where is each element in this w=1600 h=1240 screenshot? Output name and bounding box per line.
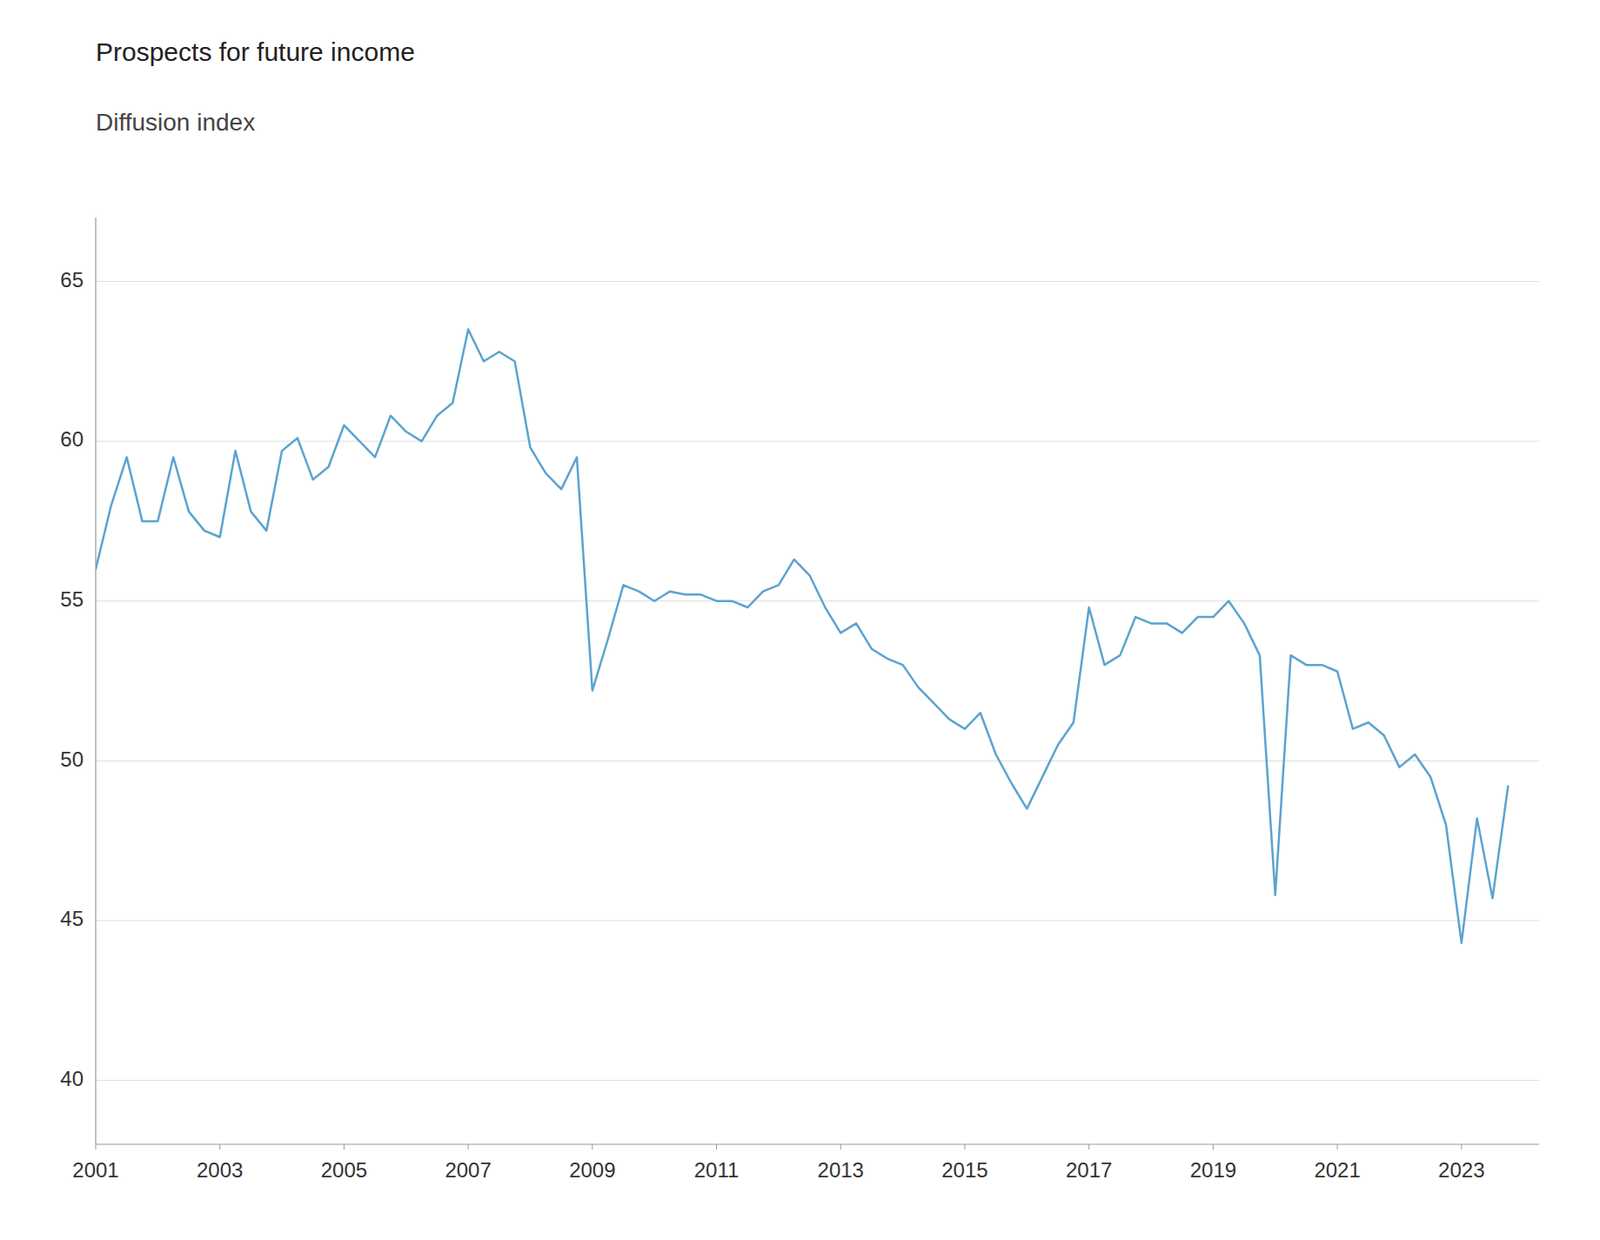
page: {"chart_data": {"type": "line", "title":… [0,0,1600,1240]
x-tick [591,1144,593,1150]
x-tick [219,1144,221,1150]
x-tick-label: 2019 [1190,1158,1237,1182]
x-tick-label: 2003 [196,1158,243,1182]
x-tick [1212,1144,1214,1150]
x-tick [716,1144,717,1150]
line [95,329,1508,944]
grid [95,281,1540,1080]
grid-line [95,919,1540,921]
grid-line [95,1079,1540,1081]
series [95,329,1508,944]
x-tick-label: 2015 [941,1158,988,1182]
x-tick-label: 2021 [1313,1158,1360,1182]
grid-line [95,281,1540,282]
x-tick [1460,1144,1462,1150]
chart: Prospects for future income Diffusion ind… [0,0,1600,1240]
grid-line [95,600,1540,602]
x-tick-label: 2007 [444,1158,491,1182]
y-tick-label: 55 [60,587,84,611]
x-axis-line [95,1143,1540,1145]
x-tick [1337,1144,1339,1150]
x-tick [1088,1144,1090,1150]
y-tick-label: 40 [60,1066,84,1091]
y-tick-label: 50 [60,747,84,771]
x-tick [95,1144,97,1150]
title: Prospects for future income [95,37,416,67]
x-tick [468,1144,469,1150]
subtitle: Diffusion index [95,108,255,136]
x-tick [343,1144,345,1150]
x-tick-label: 2011 [694,1158,740,1182]
x-tick-label: 2009 [569,1158,616,1182]
x-tick [964,1144,965,1150]
x-tick-label: 2017 [1065,1158,1112,1182]
y-tick-label: 65 [60,267,84,292]
y-tick-label: 45 [60,906,84,931]
grid-line [95,760,1540,762]
y-axis-line [94,217,96,1145]
x-tick-label: 2005 [321,1158,368,1182]
grid-line [95,441,1540,442]
x-tick-label: 2001 [72,1158,119,1182]
x-tick [840,1144,842,1150]
y-tick-label: 60 [60,427,84,451]
x-tick-label: 2013 [817,1158,864,1182]
x-tick-label: 2023 [1438,1158,1485,1182]
